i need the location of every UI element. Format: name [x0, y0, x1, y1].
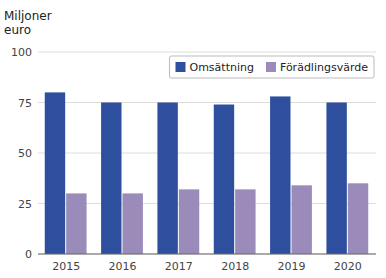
legend-swatch: [266, 62, 276, 72]
y-tick-label: 75: [18, 97, 32, 110]
x-tick-label: 2017: [165, 260, 193, 273]
legend-swatch: [176, 62, 186, 72]
legend-label: Förädlingsvärde: [280, 61, 368, 74]
y-axis-label: Miljoner: [4, 9, 52, 23]
grid-line: [38, 153, 376, 154]
bar: [157, 103, 177, 255]
legend: Omsättning Förädlingsvärde: [170, 56, 375, 78]
grid-line: [38, 203, 376, 204]
x-tick-label: 2019: [278, 260, 306, 273]
y-tick-label: 50: [18, 147, 32, 160]
x-tick-label: 2015: [52, 260, 80, 273]
legend-label: Omsättning: [190, 61, 254, 74]
x-axis-line: [38, 254, 376, 255]
bar: [66, 193, 86, 254]
bar: [235, 189, 255, 254]
chart-container: Miljonereuro 0 25 50 75 100 2015 2016 2017 2018 20…: [0, 0, 386, 278]
bar: [326, 103, 346, 255]
grid-line: [38, 52, 376, 53]
bar: [123, 193, 143, 254]
y-tick-label: 0: [25, 248, 32, 261]
bar: [270, 96, 290, 254]
x-tick-label: 2020: [334, 260, 362, 273]
bar: [179, 189, 199, 254]
bar: [214, 105, 234, 254]
bar: [45, 92, 65, 254]
bar: [101, 103, 121, 255]
y-tick-label: 25: [18, 198, 32, 211]
x-tick-label: 2016: [109, 260, 137, 273]
bars: [45, 92, 368, 254]
legend-box: [170, 56, 375, 78]
bar: [292, 185, 312, 254]
bar: [348, 183, 368, 254]
grid-line: [38, 102, 376, 103]
chart-svg: Miljonereuro 0 25 50 75 100 2015 2016 2017 2018 20…: [0, 0, 386, 278]
y-tick-label: 100: [11, 46, 32, 59]
grid-line: [38, 254, 376, 255]
x-tick-label: 2018: [221, 260, 249, 273]
grid: [38, 52, 376, 254]
y-axis-label: euro: [4, 23, 31, 37]
